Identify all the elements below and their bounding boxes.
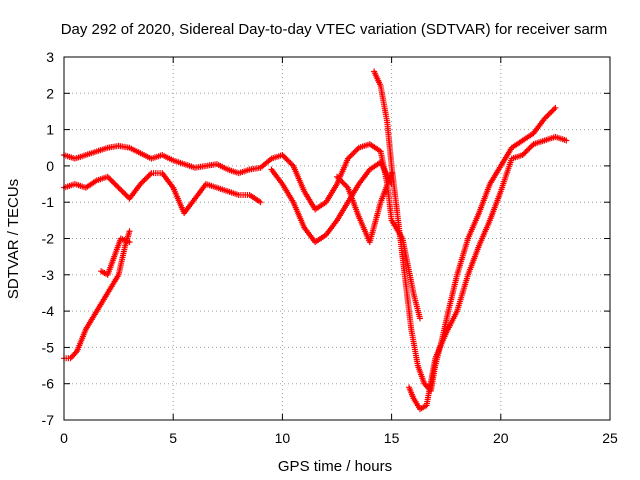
- x-tick-label: 15: [384, 430, 400, 446]
- y-tick-label: -7: [42, 412, 55, 428]
- x-axis-ticks: 0 5 10 15 20 25: [60, 57, 618, 446]
- series-rise: [61, 228, 133, 362]
- x-axis-label: GPS time / hours: [278, 458, 392, 475]
- y-tick-label: 0: [46, 158, 54, 174]
- series-middle: [268, 159, 395, 246]
- data-point: [268, 159, 395, 246]
- y-tick-label: 2: [46, 85, 54, 101]
- series-dip-2: [406, 133, 570, 413]
- y-tick-label: -5: [42, 339, 55, 355]
- chart-title: Day 292 of 2020, Sidereal Day-to-day VTE…: [61, 21, 608, 38]
- grid-lines: [64, 57, 610, 420]
- data-point: [61, 228, 133, 362]
- y-tick-label: 3: [46, 49, 54, 65]
- x-tick-label: 5: [169, 430, 177, 446]
- y-tick-label: -4: [42, 303, 55, 319]
- data-point: [334, 170, 395, 246]
- series-middle-2: [334, 170, 395, 246]
- y-axis-ticks: 3 2 1 0 -1 -2 -3 -4 -5 -6 -7: [42, 49, 610, 428]
- data-point: [98, 235, 133, 278]
- y-tick-label: -6: [42, 376, 55, 392]
- y-tick-label: 1: [46, 122, 54, 138]
- data-point: [371, 68, 559, 394]
- data-markers: [61, 68, 570, 413]
- x-tick-label: 25: [602, 430, 618, 446]
- y-axis-label: SDTVAR / TECUs: [5, 179, 22, 299]
- x-tick-label: 10: [275, 430, 291, 446]
- data-point: [61, 170, 264, 217]
- series-dip: [371, 68, 559, 394]
- x-tick-label: 20: [493, 430, 509, 446]
- series-rise-2: [98, 235, 133, 278]
- y-tick-label: -1: [42, 194, 55, 210]
- x-tick-label: 0: [60, 430, 68, 446]
- data-point: [406, 133, 570, 413]
- series-lower: [61, 170, 264, 217]
- y-tick-label: -3: [42, 267, 55, 283]
- y-tick-label: -2: [42, 231, 55, 247]
